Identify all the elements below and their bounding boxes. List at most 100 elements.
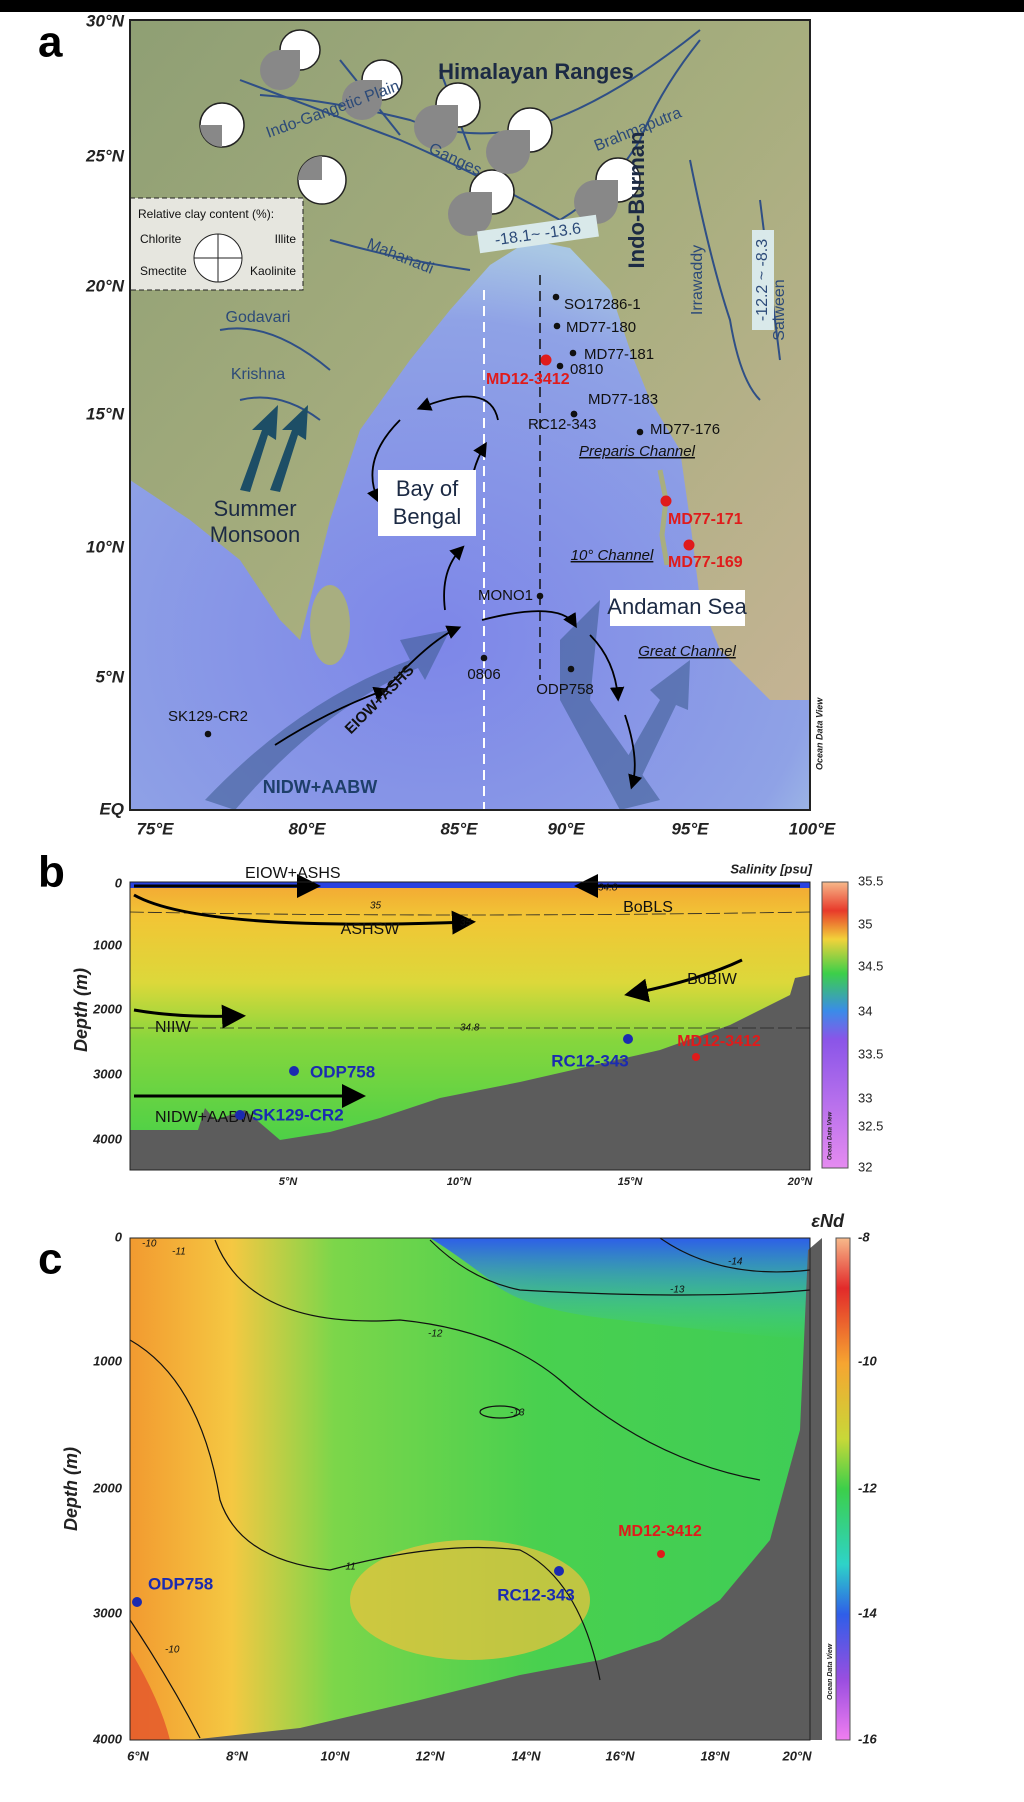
- lat-tick-label: 30°N: [86, 11, 125, 30]
- lon-tick-label: 100°E: [789, 819, 836, 838]
- lat-tick-label: 14°N: [511, 1748, 541, 1763]
- water-label: Summer: [213, 496, 296, 521]
- credit: Ocean Data View: [814, 697, 824, 770]
- lon-tick-label: 75°E: [136, 819, 174, 838]
- lat-tick-label: 8°N: [226, 1748, 248, 1763]
- range-box: [477, 214, 599, 254]
- colorbar: [821, 881, 849, 1169]
- contour-label: -11: [172, 1247, 186, 1258]
- region-label: Indo-Burman: [624, 132, 649, 269]
- colorbar-tick-label: 35: [858, 916, 872, 931]
- water-mass-label: BoBLS: [623, 899, 673, 916]
- water-mass-label: NIIW: [155, 1019, 191, 1036]
- water-mass-label: EIOW+ASHS: [245, 865, 341, 882]
- depth-tick-label: 3000: [93, 1066, 123, 1081]
- site-marker: [552, 293, 560, 301]
- top-strip: [0, 0, 1024, 12]
- lat-tick-label: 5°N: [279, 1176, 299, 1188]
- colorbar-tick-label: 33.5: [858, 1046, 883, 1061]
- y-axis-title: Depth (m): [71, 968, 91, 1052]
- site-label: MD12-3412: [677, 1033, 761, 1050]
- site-label: MD77-181: [584, 346, 654, 363]
- site-label: MONO1: [478, 587, 533, 604]
- site-label: 0806: [467, 666, 500, 683]
- colorbar-tick-label: -12: [858, 1480, 878, 1495]
- colorbar-tick-label: 32.5: [858, 1118, 883, 1133]
- deep-flow: [205, 600, 690, 810]
- depth-tick-label: 0: [115, 875, 123, 890]
- region-label: Godavari: [226, 309, 291, 326]
- lat-tick-label: 20°N: [85, 276, 125, 295]
- sri-lanka: [310, 585, 350, 665]
- contour-label: -12: [428, 1329, 443, 1340]
- panel-label: b: [38, 848, 65, 897]
- site-marker: [553, 322, 561, 330]
- seafloor: [190, 1238, 822, 1740]
- water-label: Andaman Sea: [607, 594, 747, 619]
- depth-tick-label: 4000: [92, 1731, 123, 1746]
- lat-tick-label: 18°N: [700, 1748, 730, 1763]
- site-label: RC12-343: [497, 1585, 575, 1604]
- lat-tick-label: 16°N: [605, 1748, 635, 1763]
- label-box: [378, 470, 476, 536]
- site-marker: [536, 592, 544, 600]
- site-label: MD77-171: [668, 511, 743, 528]
- site-label: MD77-180: [566, 319, 636, 336]
- clay-pie-wedges: [200, 50, 618, 236]
- lat-tick-label: 20°N: [787, 1176, 814, 1188]
- colorbar-title: Salinity [psu]: [730, 861, 812, 876]
- site-label: MD77-169: [668, 554, 743, 571]
- panel-label: c: [38, 1235, 62, 1284]
- site-label: RC12-343: [551, 1051, 629, 1070]
- range-box: [752, 230, 774, 330]
- lat-tick-label: 12°N: [415, 1748, 445, 1763]
- map: [129, 19, 811, 811]
- lon-tick-label: 90°E: [547, 819, 585, 838]
- contour-label: 34.8: [460, 1023, 480, 1034]
- salinity-section: [129, 874, 849, 1171]
- lat-tick-label: 15°N: [86, 404, 125, 423]
- seafloor: [130, 975, 810, 1170]
- section-frame: [129, 1237, 811, 1741]
- site-label: ODP758: [310, 1062, 375, 1081]
- colorbar-tick-label: -14: [858, 1605, 878, 1620]
- site-label: SO17286-1: [564, 296, 641, 313]
- lat-tick-label: 25°N: [85, 146, 125, 165]
- water-label: Monsoon: [210, 522, 301, 547]
- lat-tick-label: 10°N: [86, 537, 125, 556]
- lat-tick-label: 5°N: [95, 667, 124, 686]
- depth-tick-label: 1000: [93, 937, 123, 952]
- contour-label: -10: [165, 1645, 180, 1656]
- site-marker: [289, 1066, 299, 1076]
- depth-tick-label: 2000: [92, 1480, 123, 1495]
- site-marker: [569, 349, 577, 357]
- water-label: 10° Channel: [571, 547, 654, 564]
- panel-label: a: [38, 18, 63, 67]
- water-label: Great Channel: [638, 643, 736, 660]
- legend-pie-lines: [194, 234, 242, 282]
- contour-label: 34.8: [598, 883, 618, 894]
- lat-tick-label: 10°N: [447, 1176, 473, 1188]
- water-mass-label: NIDW+AABW: [155, 1109, 255, 1126]
- site-label: 0810: [570, 361, 603, 378]
- region-label: Salween: [771, 279, 788, 340]
- site-marker: [570, 410, 578, 418]
- contour-label: -14: [728, 1257, 743, 1268]
- depth-tick-label: 2000: [92, 1001, 123, 1016]
- contour-label: -11: [342, 1562, 356, 1573]
- water-mass-label: ASHSW: [341, 921, 401, 938]
- colorbar-tick-label: 32: [858, 1159, 872, 1174]
- credit: Ocean Data View: [828, 1112, 834, 1160]
- colorbar-tick-label: 34: [858, 1003, 872, 1018]
- water-mass-label: BoBIW: [687, 971, 738, 988]
- colorbar-tick-label: 33: [858, 1090, 872, 1105]
- site-marker: [623, 1034, 633, 1044]
- legend-title: Relative clay content (%):: [138, 207, 274, 221]
- region-label: Himalayan Ranges: [438, 59, 634, 84]
- lon-tick-label: 95°E: [671, 819, 709, 838]
- colorbar-tick-label: 35.5: [858, 873, 883, 888]
- lat-tick-label: EQ: [99, 799, 124, 818]
- depth-tick-label: 3000: [93, 1605, 123, 1620]
